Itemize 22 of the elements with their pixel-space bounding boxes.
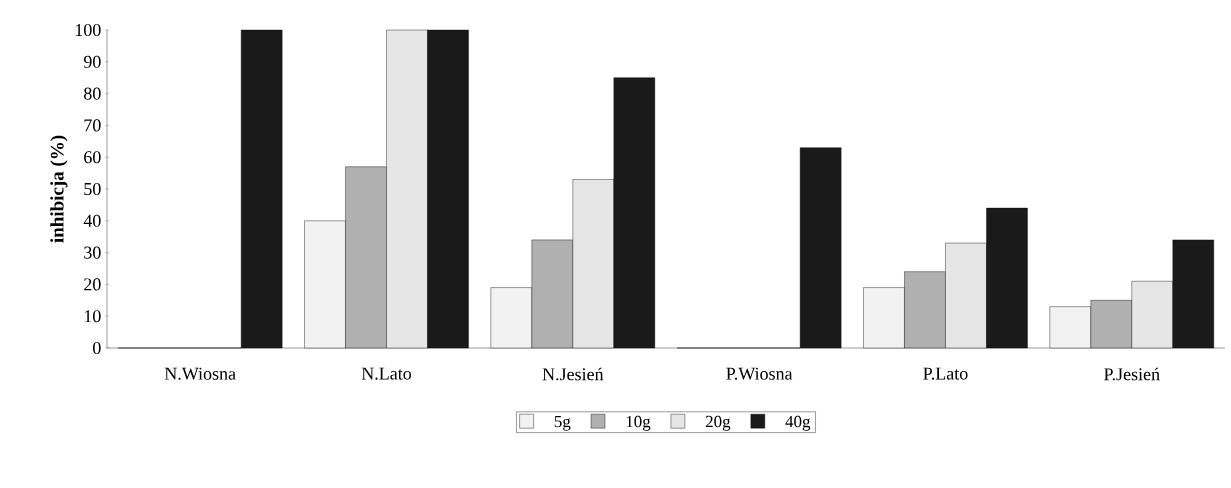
y-tick-label: 100 <box>75 23 101 37</box>
legend-label: 40g <box>785 415 811 431</box>
x-tick-label: N.Lato <box>361 367 412 380</box>
y-tick-label: 0 <box>93 341 101 355</box>
y-tick-label: 10 <box>84 310 101 323</box>
y-tick-label: 20 <box>84 278 101 291</box>
y-tick-label: 40 <box>83 214 101 227</box>
y-tick-label: 90 <box>83 55 101 68</box>
y-axis-title: inhibicja (%) <box>50 135 68 243</box>
y-tick-label: 60 <box>84 151 101 164</box>
x-tick-label: N.Jesień <box>542 367 604 381</box>
x-tick-label: P.Jesień <box>1104 367 1160 381</box>
x-tick-label: N.Wiosna <box>164 367 236 380</box>
y-tick-label: 50 <box>84 182 101 196</box>
x-tick-label: P.Wiosna <box>726 367 793 380</box>
y-tick-label: 70 <box>84 119 101 132</box>
legend-label: 5g <box>554 415 571 431</box>
x-tick-label: P.Lato <box>923 367 968 380</box>
y-tick-label: 80 <box>84 87 101 100</box>
y-tick-label: 30 <box>84 246 101 259</box>
legend-label: 20g <box>705 415 731 431</box>
legend-label: 10g <box>626 415 651 431</box>
